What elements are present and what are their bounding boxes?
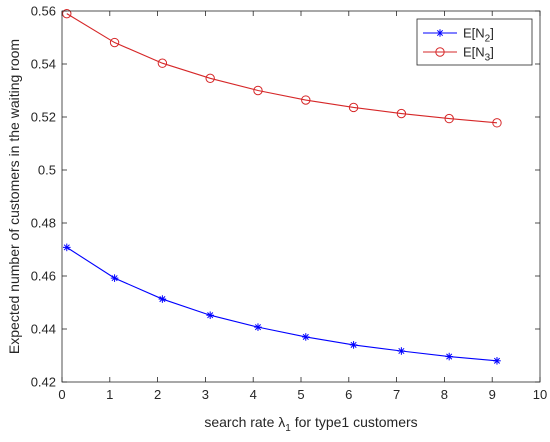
series-2 xyxy=(62,8,502,128)
y-tick-label: 0.54 xyxy=(31,57,56,72)
y-tick-label: 0.46 xyxy=(31,269,56,284)
data-point xyxy=(253,85,263,96)
legend-box xyxy=(416,18,533,66)
y-tick-label: 0.44 xyxy=(31,322,56,337)
x-tick-label: 7 xyxy=(393,387,400,402)
y-tick-label: 0.48 xyxy=(31,216,56,231)
plot-background xyxy=(62,11,540,382)
x-tick-label: 0 xyxy=(58,387,65,402)
x-tick-label: 2 xyxy=(154,387,161,402)
y-tick-label: 0.56 xyxy=(31,4,56,19)
x-tick-label: 3 xyxy=(202,387,209,402)
series-layer xyxy=(62,8,502,365)
legend: E[N2]E[N3] xyxy=(416,18,533,66)
data-point xyxy=(493,357,501,365)
data-point xyxy=(445,352,453,361)
data-point xyxy=(397,347,406,355)
legend-label: E[N2] xyxy=(463,26,494,45)
x-tick-label: 6 xyxy=(345,387,352,402)
data-point xyxy=(254,323,262,331)
series-line xyxy=(66,246,498,362)
legend-marker xyxy=(436,29,444,37)
plot-area xyxy=(62,11,540,382)
data-point xyxy=(301,333,310,341)
legend-label: E[N3] xyxy=(463,45,494,64)
x-axis-label: search rate λ1 for type1 customers xyxy=(204,414,417,434)
data-point xyxy=(348,102,359,113)
data-point xyxy=(157,58,168,68)
series-line xyxy=(66,13,498,124)
data-point xyxy=(492,118,502,128)
y-tick-label: 0.52 xyxy=(31,110,56,125)
x-tick-label: 8 xyxy=(441,387,448,402)
axes-layer: 0 1 2 3 4 5 6 7 8 9 10 0.42 0.44 0.46 0.48 0.5 0.52 0.54 0… xyxy=(6,4,547,435)
x-tick-label: 5 xyxy=(297,387,304,402)
data-point xyxy=(110,274,119,282)
legend-item-1: E[N2] xyxy=(423,26,494,45)
data-point xyxy=(444,113,454,124)
x-tick-label: 9 xyxy=(489,387,496,402)
x-tick-label: 10 xyxy=(533,387,547,402)
series-1 xyxy=(62,243,501,365)
legend-item-2: E[N3] xyxy=(423,45,494,64)
data-point xyxy=(396,108,407,119)
data-point xyxy=(301,95,311,105)
data-point xyxy=(62,243,71,252)
data-point xyxy=(206,311,214,320)
data-point xyxy=(109,37,120,48)
data-point xyxy=(158,295,167,303)
y-tick-label: 0.5 xyxy=(38,163,56,178)
data-point xyxy=(205,73,215,84)
x-tick-label: 4 xyxy=(250,387,257,402)
y-axis-label: Expected number of customers in the wait… xyxy=(6,39,22,354)
x-tick-label: 1 xyxy=(106,387,113,402)
data-point xyxy=(62,8,72,19)
data-point xyxy=(349,341,358,349)
legend-marker xyxy=(435,47,445,57)
y-tick-label: 0.42 xyxy=(31,375,56,390)
